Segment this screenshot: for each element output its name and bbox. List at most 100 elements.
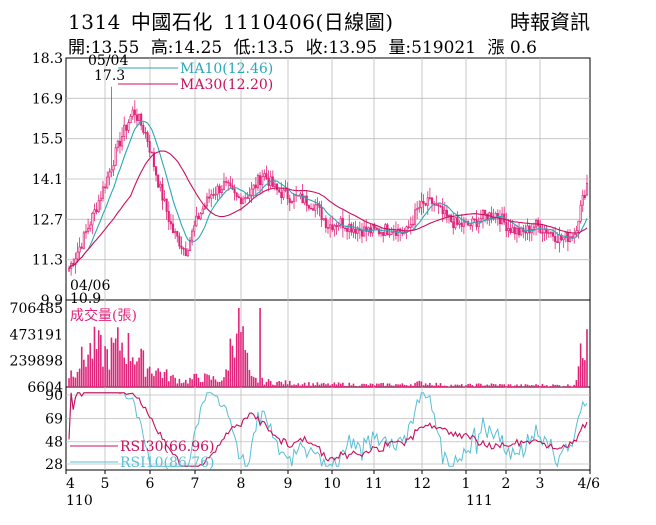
candle-body	[193, 225, 196, 232]
candle-body	[382, 232, 385, 236]
candle-body	[290, 201, 293, 203]
volume-bar	[76, 371, 79, 387]
volume-bar	[337, 382, 340, 387]
candle-body	[144, 132, 147, 134]
candle-body	[513, 227, 516, 235]
price-tick-label: 14.1	[32, 172, 63, 188]
candle-body	[437, 204, 440, 207]
volume-bar	[378, 383, 380, 387]
volume-bar	[280, 381, 283, 387]
candle-body	[288, 198, 291, 203]
candle-body	[301, 193, 304, 204]
candle-body	[163, 198, 166, 201]
volume-bar	[297, 383, 300, 387]
candle-body	[182, 247, 185, 250]
candle-body	[278, 189, 281, 193]
volume-bar	[193, 373, 196, 387]
volume-bar	[514, 385, 516, 387]
candle-body	[254, 184, 257, 189]
volume-bar	[327, 383, 329, 387]
volume-bar	[492, 384, 495, 387]
candle-body	[356, 228, 359, 234]
volume-bar	[518, 385, 520, 387]
volume-bar	[329, 385, 331, 387]
volume-bar	[556, 384, 559, 387]
volume-bar	[359, 385, 361, 387]
volume-bar	[72, 376, 75, 387]
candle-body	[409, 224, 412, 228]
candle-body	[246, 197, 249, 199]
volume-bar	[454, 384, 457, 387]
volume-bar	[405, 385, 408, 387]
candle-body	[275, 183, 279, 191]
candle-body	[74, 258, 77, 266]
panel-frame	[65, 299, 591, 388]
volume-bar	[539, 386, 542, 387]
volume-bar	[314, 385, 317, 387]
volume-bar	[535, 384, 537, 387]
volume-bar	[221, 380, 223, 387]
candle-body	[138, 113, 141, 121]
volume-bar	[450, 384, 452, 387]
volume-bar	[369, 383, 372, 387]
volume-bar	[420, 381, 423, 387]
volume-bar	[560, 386, 563, 387]
candle-body	[161, 183, 164, 201]
candle-body	[543, 229, 546, 234]
candle-body	[309, 207, 313, 210]
volume-bar	[235, 333, 238, 387]
volume-bar	[231, 345, 234, 387]
volume-bar	[365, 384, 368, 387]
volume-bar	[511, 386, 514, 387]
volume-bar	[91, 358, 94, 387]
volume-bar	[134, 364, 136, 387]
volume-bar	[155, 370, 157, 387]
price-tick-label: 16.9	[32, 91, 63, 107]
volume-bar	[388, 383, 391, 387]
volume-bar	[242, 326, 244, 387]
candle-body	[178, 235, 181, 247]
volume-bar	[393, 385, 395, 387]
volume-bar	[216, 381, 219, 387]
volume-bar	[422, 385, 425, 387]
volume-bar	[331, 384, 334, 387]
candle-body	[184, 248, 187, 257]
chart-date: 1110406	[222, 10, 316, 34]
month-label: 3	[536, 476, 545, 492]
candle-body	[282, 189, 285, 199]
candle-body	[541, 232, 544, 234]
volume-bar	[184, 379, 187, 387]
volume-bar	[395, 384, 397, 387]
volume-bar	[554, 384, 556, 387]
candle-body	[350, 223, 353, 233]
volume-bar	[356, 386, 359, 387]
volume-bar	[575, 380, 578, 387]
volume-bar	[187, 383, 189, 387]
candle-body	[507, 228, 510, 232]
rsi-tick-label: 69	[45, 411, 63, 427]
candle-body	[127, 122, 130, 131]
month-label: 12	[413, 476, 431, 492]
candle-body	[210, 194, 213, 199]
volume-bar	[494, 384, 497, 387]
volume-bar	[201, 381, 204, 387]
candle-body	[314, 204, 317, 211]
volume-bar	[161, 377, 164, 387]
volume-bar	[463, 386, 465, 387]
candle-body	[562, 237, 565, 241]
candle-body	[167, 211, 170, 222]
candle-body	[388, 233, 391, 236]
candle-body	[131, 109, 134, 117]
volume-bar	[127, 332, 130, 387]
candle-body	[307, 205, 310, 209]
price-tick-label: 15.5	[32, 132, 63, 148]
candle-body	[450, 214, 453, 222]
low-value-annotation: 10.9	[70, 291, 101, 307]
volume-bar	[102, 366, 104, 387]
candle-body	[403, 232, 406, 235]
volume-bar	[295, 384, 297, 387]
candle-body	[469, 224, 472, 227]
candle-body	[326, 227, 330, 229]
volume-bar	[172, 374, 174, 387]
